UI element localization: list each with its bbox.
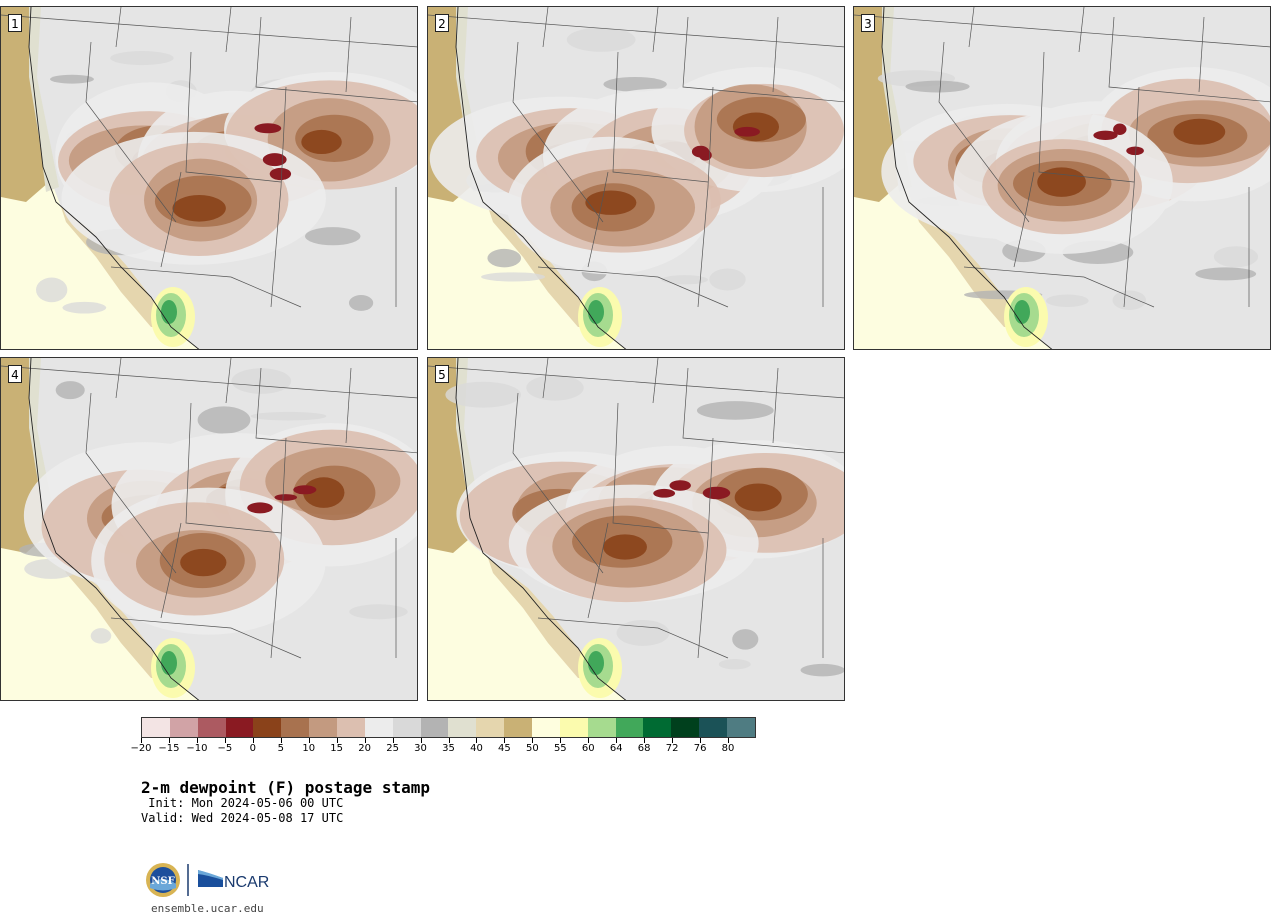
colorbar-tick-label: 30: [414, 743, 427, 754]
colorbar-segment: [699, 718, 728, 737]
colorbar-tick-label: 5: [277, 743, 284, 754]
colorbar-tick-label: 68: [637, 743, 651, 754]
colorbar-tick: [196, 738, 198, 743]
svg-text:NSF: NSF: [151, 876, 174, 887]
colorbar-segment: [504, 718, 533, 737]
colorbar-segment: [142, 718, 170, 737]
dewpoint-map-3: [854, 7, 1270, 349]
colorbar-segment: [476, 718, 505, 737]
colorbar-segment: [671, 718, 700, 737]
nsf-seal-icon: NSF: [146, 863, 180, 897]
colorbar-tick-label: 50: [525, 743, 539, 754]
colorbar-tick-label: 15: [330, 743, 344, 754]
member-label: 5: [435, 365, 449, 383]
colorbar-segment: [337, 718, 365, 737]
colorbar-segment: [169, 718, 198, 737]
colorbar-tick: [560, 738, 562, 743]
postage-stamp-map-5: 5: [427, 357, 845, 701]
colorbar-segment: [615, 718, 644, 737]
colorbar-segment: [392, 718, 421, 737]
valid-time: Valid: Wed 2024-05-08 17 UTC: [141, 811, 344, 825]
colorbar-tick: [168, 738, 170, 743]
colorbar-segment: [281, 718, 310, 737]
colorbar-tick: [728, 738, 730, 743]
colorbar-tick: [392, 738, 394, 743]
colorbar-tick-label: −10: [186, 743, 208, 754]
colorbar-tick: [476, 738, 478, 743]
colorbar-tick: [336, 738, 338, 743]
colorbar-tick: [364, 738, 366, 743]
ncar-logo-icon: NCAR: [198, 870, 269, 891]
svg-text:NCAR: NCAR: [224, 874, 269, 891]
colorbar-segment: [448, 718, 477, 737]
colorbar-segment: [364, 718, 393, 737]
colorbar-segment: [197, 718, 226, 737]
colorbar-segment: [253, 718, 282, 737]
colorbar-tick-label: −5: [217, 743, 233, 754]
member-label: 1: [8, 14, 22, 32]
member-label: 4: [8, 365, 22, 383]
dewpoint-map-5: [428, 358, 844, 700]
colorbar-tick: [588, 738, 590, 743]
colorbar-tick-label: −15: [158, 743, 180, 754]
colorbar-tick-label: −20: [130, 743, 152, 754]
colorbar-segment: [225, 718, 254, 737]
postage-stamp-map-4: 4: [0, 357, 418, 701]
figure-title: 2-m dewpoint (F) postage stamp: [141, 778, 430, 797]
nsf-ncar-logo: NSF NCAR: [145, 860, 275, 900]
colorbar-tick-label: 55: [553, 743, 567, 754]
colorbar-ticks: −20 −15 −10 −5 0 5 10 15 20 25 30 35 40 45 50 55 60 64 68 7…: [130, 738, 756, 760]
colorbar-tick-label: 72: [665, 743, 679, 754]
colorbar-segment: [727, 718, 755, 737]
site-url: ensemble.ucar.edu: [151, 902, 264, 915]
colorbar-segment: [559, 718, 588, 737]
colorbar-tick: [672, 738, 674, 743]
dewpoint-map-2: [428, 7, 844, 349]
member-label: 2: [435, 14, 449, 32]
colorbar-tick-label: 10: [302, 743, 316, 754]
init-time: Init: Mon 2024-05-06 00 UTC: [141, 796, 344, 810]
colorbar-segment: [643, 718, 672, 737]
colorbar-tick-label: 20: [358, 743, 371, 754]
colorbar-tick: [280, 738, 282, 743]
colorbar-tick: [448, 738, 450, 743]
colorbar-tick-label: 60: [581, 743, 595, 754]
colorbar-tick-label: 76: [693, 743, 707, 754]
colorbar-tick-label: 45: [498, 743, 511, 754]
colorbar-tick-label: 40: [470, 743, 483, 754]
colorbar-segment: [587, 718, 616, 737]
colorbar: [141, 717, 756, 738]
colorbar-segment: [309, 718, 338, 737]
member-label: 3: [861, 14, 875, 32]
dewpoint-map-4: [1, 358, 417, 700]
colorbar-tick-label: 25: [386, 743, 399, 754]
colorbar-tick: [420, 738, 422, 743]
postage-stamp-map-1: 1: [0, 6, 418, 350]
colorbar-tick: [700, 738, 702, 743]
colorbar-tick-label: 64: [609, 743, 623, 754]
colorbar-tick: [504, 738, 506, 743]
colorbar-segment: [532, 718, 560, 737]
dewpoint-map-1: [1, 7, 417, 349]
postage-stamp-map-3: 3: [853, 6, 1271, 350]
postage-stamp-map-2: 2: [427, 6, 845, 350]
colorbar-tick: [644, 738, 646, 743]
colorbar-tick-label: 80: [721, 743, 735, 754]
colorbar-tick: [224, 738, 226, 743]
colorbar-tick: [616, 738, 618, 743]
colorbar-tick: [141, 738, 142, 743]
colorbar-tick: [532, 738, 534, 743]
colorbar-tick-label: 35: [442, 743, 455, 754]
colorbar-tick: [252, 738, 254, 743]
colorbar-segment: [420, 718, 449, 737]
colorbar-tick-label: 0: [249, 743, 256, 754]
colorbar-tick: [308, 738, 310, 743]
